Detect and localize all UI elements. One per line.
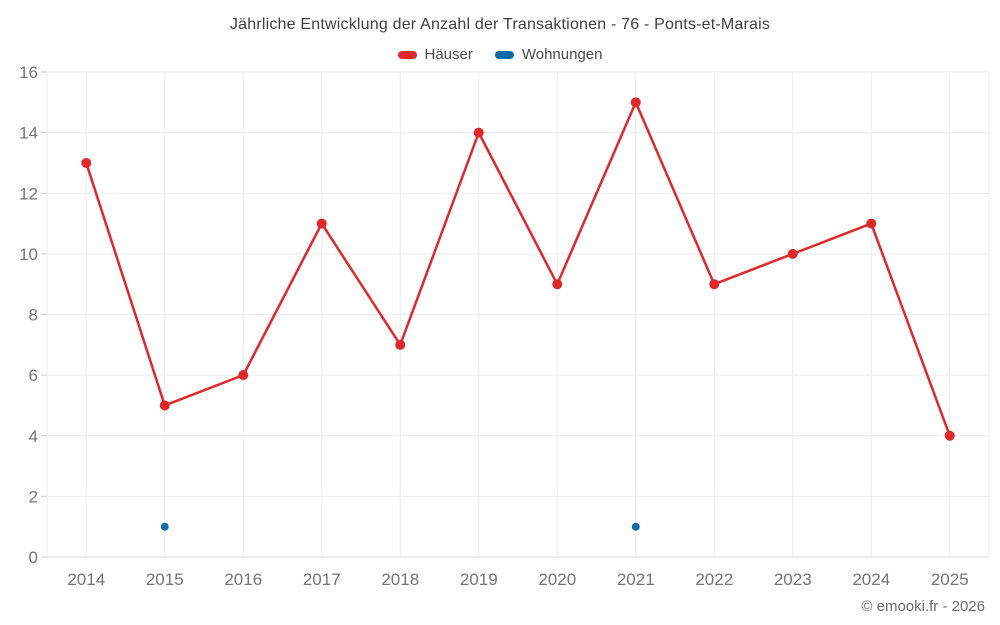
x-tick-label: 2016 — [224, 570, 262, 589]
y-tick-label: 10 — [19, 245, 38, 264]
data-point-hauser-2024[interactable] — [866, 218, 877, 229]
y-tick-label: 16 — [19, 63, 38, 82]
data-point-hauser-2014[interactable] — [81, 157, 92, 168]
x-tick-label: 2020 — [538, 570, 576, 589]
x-tick-label: 2025 — [931, 570, 969, 589]
legend-swatch-wohnungen — [494, 50, 514, 59]
x-tick-label: 2024 — [852, 570, 890, 589]
x-tick-label: 2021 — [617, 570, 655, 589]
data-point-hauser-2019[interactable] — [473, 127, 484, 138]
data-point-hauser-2025[interactable] — [944, 430, 955, 441]
x-tick-label: 2018 — [381, 570, 419, 589]
legend-item-wohnungen[interactable]: Wohnungen — [494, 46, 603, 63]
y-tick-label: 0 — [29, 548, 38, 567]
footer-credit: © emooki.fr - 2026 — [861, 598, 985, 615]
data-point-hauser-2023[interactable] — [787, 248, 798, 259]
data-point-hauser-2022[interactable] — [709, 279, 720, 290]
data-point-hauser-2017[interactable] — [316, 218, 327, 229]
x-tick-label: 2017 — [303, 570, 341, 589]
legend-item-hauser[interactable]: Häuser — [397, 46, 473, 63]
x-tick-label: 2022 — [695, 570, 733, 589]
y-tick-label: 4 — [29, 427, 38, 446]
x-tick-label: 2015 — [146, 570, 184, 589]
data-point-hauser-2021[interactable] — [630, 97, 641, 108]
legend-label: Wohnungen — [521, 46, 603, 63]
x-tick-label: 2019 — [460, 570, 498, 589]
data-point-wohnungen-2021[interactable] — [631, 522, 640, 531]
y-tick-label: 6 — [29, 366, 38, 385]
data-point-wohnungen-2015[interactable] — [160, 522, 169, 531]
data-point-hauser-2015[interactable] — [159, 400, 170, 411]
x-tick-label: 2023 — [774, 570, 812, 589]
legend-swatch-hauser — [397, 50, 417, 59]
series-line-hauser — [85, 101, 951, 437]
y-tick-label: 2 — [29, 487, 38, 506]
chart-title: Jährliche Entwicklung der Anzahl der Tra… — [229, 16, 771, 33]
y-tick-label: 8 — [29, 306, 38, 325]
data-point-hauser-2016[interactable] — [238, 370, 249, 381]
data-point-hauser-2018[interactable] — [395, 339, 406, 350]
chart-legend: Häuser Wohnungen — [0, 46, 1000, 63]
legend-label: Häuser — [424, 46, 473, 63]
y-tick-label: 12 — [19, 184, 38, 203]
data-point-hauser-2020[interactable] — [552, 279, 563, 290]
x-tick-label: 2014 — [67, 570, 105, 589]
y-tick-label: 14 — [19, 124, 38, 143]
